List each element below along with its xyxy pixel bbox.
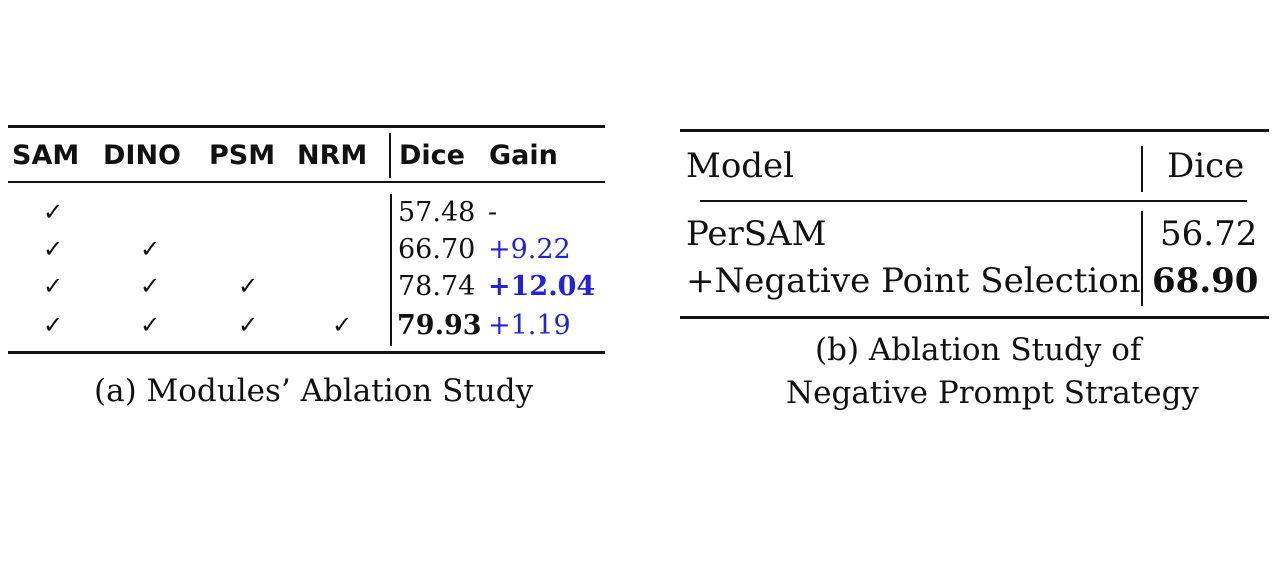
table-b-body-divider [1141,211,1143,306]
table-b-bottom-rule [680,316,1269,319]
table-a-header-sam: SAM [12,140,80,171]
table-a-gain-r2: +9.22 [488,234,571,265]
table-b-caption-line1: (b) Ablation Study of [815,332,1142,368]
table-a-dice-r3: 78.74 [398,271,476,302]
table-b-dice-r1: 56.72 [1160,214,1258,254]
table-a-check-r3-sam: ✓ [43,272,64,300]
table-b-model-r2: +Negative Point Selection [686,261,1141,301]
table-b-caption-line2: Negative Prompt Strategy [786,375,1199,411]
table-a-check-r3-psm: ✓ [238,272,259,300]
table-b-header-divider [1141,146,1143,192]
table-a-check-r2-dino: ✓ [140,235,161,263]
table-b-dice-r2: 68.90 [1152,261,1259,301]
table-b-mid-rule [700,200,1247,202]
table-a-body-divider [390,194,392,346]
table-a-top-rule [8,125,605,128]
table-a-check-r2-sam: ✓ [43,235,64,263]
table-a-gain-r4: +1.19 [488,310,571,341]
table-a-check-r4-psm: ✓ [238,311,259,339]
table-a-mid-rule [8,181,605,183]
table-a-dice-r1: 57.48 [398,197,476,228]
table-a-header-nrm: NRM [297,140,368,171]
table-a-check-r4-dino: ✓ [140,311,161,339]
table-b-top-rule [680,129,1269,132]
table-a-caption: (a) Modules’ Ablation Study [94,373,534,409]
table-a-dice-r4: 79.93 [397,310,482,341]
table-a-gain-r3: +12.04 [488,271,596,302]
table-a-header-dino: DINO [103,140,182,171]
table-a-gain-r1: - [488,197,498,228]
table-a-dice-r2: 66.70 [398,234,476,265]
table-a-header-psm: PSM [209,140,276,171]
table-b-header-model: Model [686,146,795,186]
table-b-model-r1: PerSAM [686,214,827,254]
table-a-check-r4-sam: ✓ [43,311,64,339]
table-b-header-dice: Dice [1167,146,1245,186]
table-a-bottom-rule [8,351,605,354]
table-a-check-r3-dino: ✓ [140,272,161,300]
table-a-check-r4-nrm: ✓ [332,311,353,339]
table-a-header-dice: Dice [399,140,465,171]
table-a-check-r1-sam: ✓ [43,198,64,226]
table-a-header-divider [389,133,391,178]
table-a-header-gain: Gain [489,140,558,171]
